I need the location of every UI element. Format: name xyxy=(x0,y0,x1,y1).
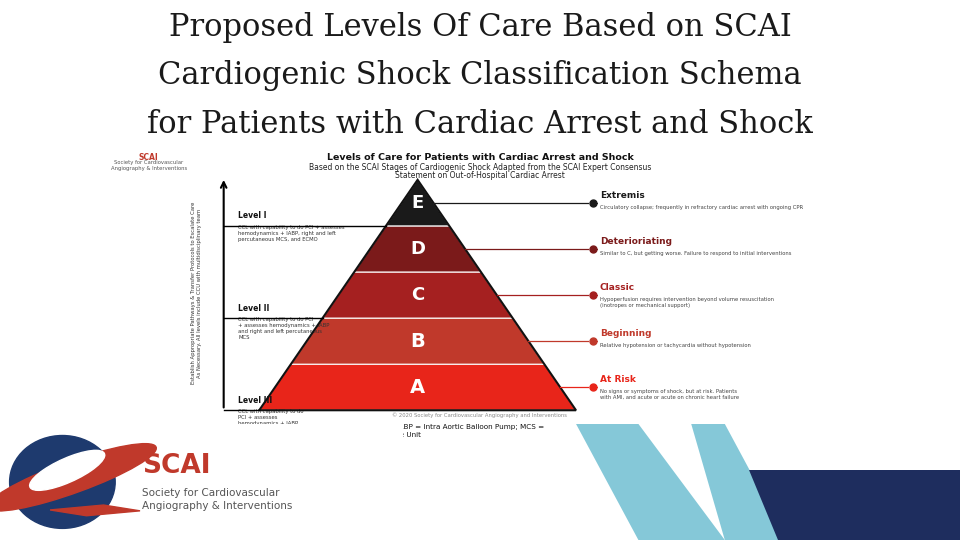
Text: D: D xyxy=(410,240,425,258)
Text: C: C xyxy=(411,286,424,304)
Text: Levels of Care for Patients with Cardiac Arrest and Shock: Levels of Care for Patients with Cardiac… xyxy=(326,153,634,161)
Text: Hypoperfusion requires intervention beyond volume resuscitation
(inotropes or me: Hypoperfusion requires intervention beyo… xyxy=(600,297,774,308)
Text: for Patients with Cardiac Arrest and Shock: for Patients with Cardiac Arrest and Sho… xyxy=(147,109,813,140)
Text: Cardiogenic Shock Classification Schema: Cardiogenic Shock Classification Schema xyxy=(158,60,802,91)
Text: SCAI: SCAI xyxy=(142,453,210,478)
Text: Level II: Level II xyxy=(238,303,270,313)
Text: Level I: Level I xyxy=(238,212,267,220)
Polygon shape xyxy=(354,226,481,272)
Text: Level III: Level III xyxy=(238,396,273,405)
Ellipse shape xyxy=(30,450,105,490)
Polygon shape xyxy=(386,180,449,226)
Text: Establish Appropriate Pathways & Transfer Protocols to Escalate Care
As Necessar: Establish Appropriate Pathways & Transfe… xyxy=(191,202,203,384)
Text: Statement on Out-of-Hospital Cardiac Arrest: Statement on Out-of-Hospital Cardiac Arr… xyxy=(396,171,564,180)
FancyArrow shape xyxy=(50,505,140,516)
Text: Deterioriating: Deterioriating xyxy=(600,237,672,246)
Text: Beginning: Beginning xyxy=(600,329,652,338)
Text: A: A xyxy=(410,377,425,397)
Ellipse shape xyxy=(10,435,115,528)
Text: B: B xyxy=(410,332,425,350)
FancyBboxPatch shape xyxy=(0,424,403,540)
Text: Relative hypotension or tachycardia without hypotension: Relative hypotension or tachycardia with… xyxy=(600,343,751,348)
Text: Classic: Classic xyxy=(600,283,636,292)
Text: CCL with capability to do PCI + assesses
hemodynamics + IABP, right and left
per: CCL with capability to do PCI + assesses… xyxy=(238,225,345,242)
Text: Based on the SCAI Stages of Cardiogenic Shock Adapted from the SCAI Expert Conse: Based on the SCAI Stages of Cardiogenic … xyxy=(309,163,651,172)
Polygon shape xyxy=(691,424,787,540)
Text: Extremis: Extremis xyxy=(600,191,645,200)
Text: Society for Cardiovascular
Angiography & Interventions: Society for Cardiovascular Angiography &… xyxy=(110,160,187,171)
Text: SCAI: SCAI xyxy=(139,153,158,161)
Text: Society for Cardiovascular
Angiography & Interventions: Society for Cardiovascular Angiography &… xyxy=(142,488,293,511)
Polygon shape xyxy=(576,424,725,540)
Polygon shape xyxy=(749,470,960,540)
Text: Circulatory collapse; frequently in refractory cardiac arrest with ongoing CPR: Circulatory collapse; frequently in refr… xyxy=(600,205,804,210)
Polygon shape xyxy=(259,364,576,410)
Text: CCL with capability to do
PCI + assesses
hemodynamics + IABP: CCL with capability to do PCI + assesses… xyxy=(238,409,303,426)
Text: At Risk: At Risk xyxy=(600,375,636,384)
Text: © 2020 Society for Cardiovascular Angiography and Interventions: © 2020 Society for Cardiovascular Angiog… xyxy=(393,412,567,418)
Text: CCL with capability to do PCI
+ assesses hemodynamics + IABP
and right and left : CCL with capability to do PCI + assesses… xyxy=(238,317,329,340)
Text: Similar to C, but getting worse. Failure to respond to initial interventions: Similar to C, but getting worse. Failure… xyxy=(600,251,791,256)
Text: No signs or symptoms of shock, but at risk. Patients
with AMI, and acute or acut: No signs or symptoms of shock, but at ri… xyxy=(600,389,739,400)
Polygon shape xyxy=(291,318,544,364)
Text: Proposed Levels Of Care Based on SCAI: Proposed Levels Of Care Based on SCAI xyxy=(169,12,791,43)
Ellipse shape xyxy=(0,444,156,511)
Text: E: E xyxy=(412,194,423,212)
Text: Abbreviations: CCL = Cardiac Catheterization Laboratory; PCI = Percutaneous Coro: Abbreviations: CCL = Cardiac Catheteriza… xyxy=(29,424,544,447)
Polygon shape xyxy=(323,272,513,318)
